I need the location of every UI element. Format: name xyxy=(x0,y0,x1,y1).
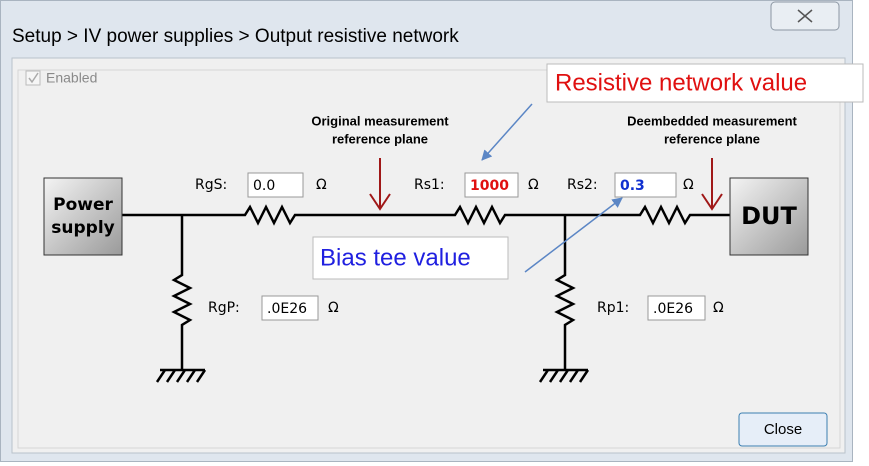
dut-block xyxy=(729,177,809,256)
group-box xyxy=(17,69,841,449)
block-label: supply xyxy=(51,218,114,238)
field-unit: Ω xyxy=(328,300,339,316)
field-value: 0.0 xyxy=(253,178,275,194)
reference-label: Original measurement xyxy=(311,113,449,128)
field-unit: Ω xyxy=(683,177,694,193)
reference-label: reference plane xyxy=(332,131,428,146)
power-supply-block xyxy=(43,177,123,256)
block-label: DUT xyxy=(741,202,797,230)
annotation: Resistive network value xyxy=(555,69,807,96)
checkbox[interactable] xyxy=(25,70,41,86)
button-label[interactable]: Close xyxy=(764,421,802,438)
field-label: Rs1: xyxy=(414,177,445,193)
annotation-arrow xyxy=(481,103,533,161)
field-value: .0E26 xyxy=(653,301,693,317)
field-value: 1000 xyxy=(470,178,509,194)
reference-arrow xyxy=(369,158,391,211)
close-icon[interactable] xyxy=(770,1,840,31)
close-button[interactable]: Close xyxy=(738,412,828,447)
field-input[interactable] xyxy=(261,295,319,321)
circuit-wires xyxy=(122,204,730,383)
annotation: Bias tee value xyxy=(320,244,471,271)
field-unit: Ω xyxy=(316,177,327,193)
field-value: 0.3 xyxy=(620,178,645,194)
field-input[interactable] xyxy=(247,172,304,198)
annotation-arrow xyxy=(524,197,623,273)
reference-label: Deembedded measurement xyxy=(627,113,797,128)
reference-label: reference plane xyxy=(664,131,760,146)
field-input[interactable] xyxy=(464,172,519,198)
reference-arrow xyxy=(701,158,723,211)
annotation-box xyxy=(312,236,509,280)
field-label: Rp1: xyxy=(597,300,629,316)
field-unit: Ω xyxy=(528,177,539,193)
field-value: .0E26 xyxy=(267,301,307,317)
field-label: Rs2: xyxy=(567,177,598,193)
annotation-box xyxy=(546,63,864,103)
field-input[interactable] xyxy=(614,172,677,198)
window-title: Setup > IV power supplies > Output resis… xyxy=(12,26,459,47)
field-input[interactable] xyxy=(647,295,706,321)
field-unit: Ω xyxy=(713,300,724,316)
field-label: RgP: xyxy=(208,300,240,316)
field-label: RgS: xyxy=(195,177,227,193)
checkbox-label: Enabled xyxy=(46,70,97,86)
block-label: Power xyxy=(53,195,113,215)
